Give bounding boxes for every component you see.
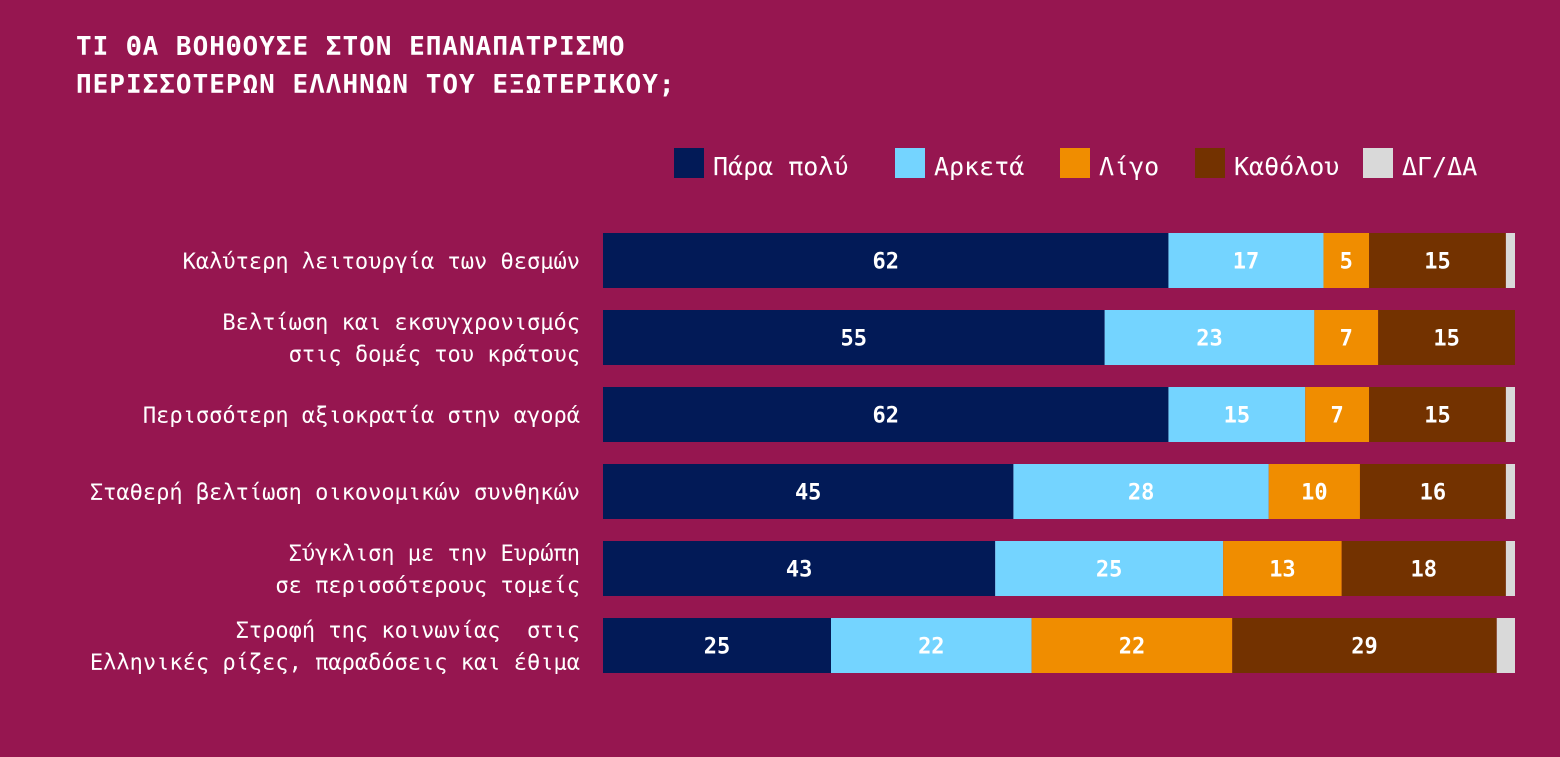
data-label: 16 — [1420, 481, 1447, 506]
data-label: 62 — [872, 250, 899, 275]
bar-segment — [1341, 541, 1506, 596]
data-label: 7 — [1331, 404, 1344, 429]
bar-segment — [1223, 541, 1342, 596]
data-label: 55 — [841, 327, 868, 352]
bar-segment — [603, 541, 996, 596]
legend-swatch — [1060, 148, 1090, 178]
data-label: 28 — [1128, 481, 1155, 506]
data-label: 17 — [1233, 250, 1260, 275]
bar-segment — [1505, 541, 1515, 596]
bar-segment — [831, 618, 1032, 673]
chart-title-line-1: ΤΙ ΘΑ ΒΟΗΘΟΥΣΕ ΣΤΟΝ ΕΠΑΝΑΠΑΤΡΙΣΜΟ — [76, 32, 626, 62]
legend-swatch — [674, 148, 704, 178]
legend-swatch — [895, 148, 925, 178]
chart-legend: Πάρα πολύ Αρκετά Λίγο Καθόλου ΔΓ/ΔΑ — [674, 148, 1477, 181]
data-label: 25 — [704, 635, 731, 660]
category-label: σε περισσότερους τομείς — [275, 574, 580, 599]
bar-segment — [603, 310, 1105, 365]
category-label: Σταθερή βελτίωση οικονομικών συνθηκών — [90, 481, 580, 506]
bar-segment — [603, 618, 831, 673]
bar-segment — [1013, 464, 1269, 519]
bar-segment — [1323, 233, 1370, 288]
data-label: 45 — [795, 481, 822, 506]
category-label: Ελληνικές ρίζες, παραδόσεις και έθιμα — [90, 651, 580, 676]
legend-label: Λίγο — [1099, 152, 1159, 181]
bar-segments: 62 17 5 15 55 23 7 15 62 15 7 15 45 28 10 16 43 25 13 18 25 2… — [603, 233, 1515, 673]
bar-segment — [1232, 618, 1497, 673]
bar-segment — [1505, 464, 1515, 519]
data-label: 25 — [1096, 558, 1123, 583]
bar-segment — [1505, 387, 1515, 442]
legend-label: ΔΓ/ΔΑ — [1402, 152, 1477, 181]
bar-segment — [1104, 310, 1315, 365]
legend-label: Αρκετά — [934, 152, 1024, 181]
data-label: 5 — [1340, 250, 1353, 275]
data-label: 22 — [1119, 635, 1146, 660]
category-label: Περισσότερη αξιοκρατία στην αγορά — [143, 404, 580, 429]
bar-segment — [1268, 464, 1360, 519]
bar-segment — [1369, 233, 1506, 288]
bar-segment — [603, 233, 1169, 288]
data-label: 43 — [786, 558, 813, 583]
bar-segment — [603, 387, 1169, 442]
data-label: 18 — [1411, 558, 1438, 583]
bar-segment — [1168, 387, 1306, 442]
data-label: 62 — [872, 404, 899, 429]
legend-swatch — [1195, 148, 1225, 178]
data-label: 10 — [1301, 481, 1328, 506]
bar-segment — [603, 464, 1014, 519]
legend-label: Καθόλου — [1234, 152, 1339, 181]
data-label: 13 — [1269, 558, 1296, 583]
legend-swatch — [1363, 148, 1393, 178]
category-label: Σύγκλιση με την Ευρώπη — [289, 542, 580, 567]
chart-title-line-2: ΠΕΡΙΣΣΟΤΕΡΩΝ ΕΛΛΗΝΩΝ ΤΟΥ ΕΞΩΤΕΡΙΚΟΥ; — [76, 70, 676, 100]
bar-segment — [1314, 310, 1379, 365]
data-label: 22 — [918, 635, 945, 660]
bar-segment — [1305, 387, 1370, 442]
bar-segment — [1496, 618, 1515, 673]
bar-segment — [995, 541, 1224, 596]
bar-segment — [1505, 233, 1515, 288]
data-label: 15 — [1224, 404, 1251, 429]
data-label: 15 — [1424, 250, 1451, 275]
category-labels: Καλύτερη λειτουργία των θεσμών Βελτίωση κ… — [90, 250, 580, 676]
bar-segment — [1031, 618, 1233, 673]
bar-segment — [1378, 310, 1515, 365]
category-label: στις δομές του κράτους — [289, 343, 580, 368]
legend-label: Πάρα πολύ — [713, 152, 848, 181]
data-label: 23 — [1196, 327, 1223, 352]
category-label: Βελτίωση και εκσυγχρονισμός — [222, 311, 580, 336]
bar-segment — [1369, 387, 1506, 442]
bar-segment — [1359, 464, 1506, 519]
data-label: 29 — [1351, 635, 1378, 660]
data-label: 15 — [1424, 404, 1451, 429]
data-label: 15 — [1433, 327, 1460, 352]
category-label: Καλύτερη λειτουργία των θεσμών — [183, 250, 580, 275]
category-label: Στροφή της κοινωνίας στις — [236, 619, 580, 644]
bar-segment — [1168, 233, 1324, 288]
data-label: 7 — [1340, 327, 1353, 352]
